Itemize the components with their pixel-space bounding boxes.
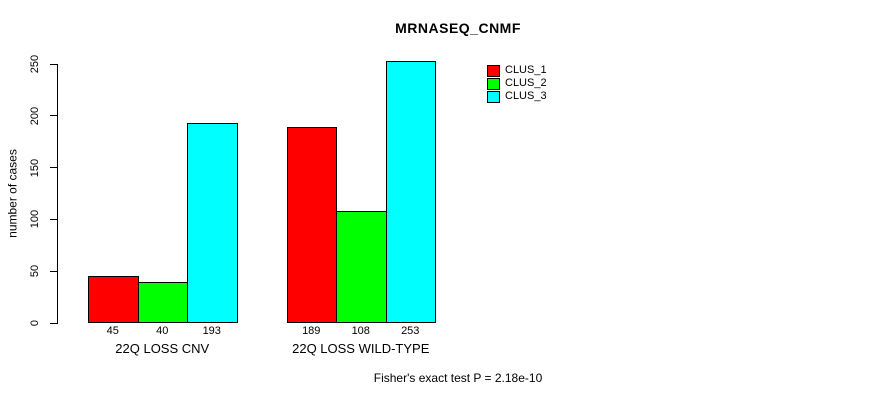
bar-clus_1-1 — [88, 276, 139, 323]
y-tick-mark — [50, 115, 58, 117]
chart-title: MRNASEQ_CNMF — [395, 20, 521, 36]
legend-label: CLUS_2 — [505, 77, 547, 89]
group-label: 22Q LOSS WILD-TYPE — [292, 341, 430, 356]
legend: CLUS_1 CLUS_2 CLUS_3 — [487, 64, 547, 103]
y-tick-label: 200 — [29, 106, 41, 125]
y-tick-label: 50 — [29, 265, 41, 278]
legend-label: CLUS_3 — [505, 90, 547, 102]
bar-value-label: 45 — [106, 325, 119, 337]
legend-swatch — [487, 77, 500, 90]
y-tick-mark — [50, 63, 58, 65]
bar-clus_2-1 — [137, 281, 188, 323]
y-axis — [57, 64, 58, 324]
legend-item: CLUS_1 — [487, 64, 547, 77]
legend-item: CLUS_2 — [487, 77, 547, 90]
bar-clus_2-2 — [336, 211, 387, 323]
bar-value-label: 193 — [202, 325, 221, 337]
y-tick-label: 100 — [29, 210, 41, 229]
legend-swatch — [487, 90, 500, 103]
legend-item: CLUS_3 — [487, 90, 547, 103]
y-tick-label: 250 — [29, 54, 41, 74]
bar-value-label: 40 — [156, 325, 169, 337]
annotation-text: Fisher's exact test P = 2.18e-10 — [373, 371, 543, 385]
bar-clus_3-2 — [385, 60, 436, 323]
y-tick-label: 0 — [29, 319, 41, 327]
bar-value-label: 189 — [302, 325, 321, 337]
legend-label: CLUS_1 — [505, 64, 547, 76]
y-axis-label: number of cases — [5, 149, 20, 238]
y-tick-label: 150 — [29, 158, 41, 177]
y-tick-mark — [50, 322, 58, 324]
group-label: 22Q LOSS CNV — [115, 341, 210, 356]
y-tick-mark — [50, 167, 58, 169]
y-tick-mark — [50, 218, 58, 220]
bar-value-label: 253 — [401, 325, 420, 337]
bar-clus_1-2 — [286, 127, 337, 323]
legend-swatch — [487, 64, 500, 77]
bar-clus_3-1 — [187, 123, 238, 323]
y-tick-mark — [50, 270, 58, 272]
bar-value-label: 108 — [351, 325, 370, 337]
